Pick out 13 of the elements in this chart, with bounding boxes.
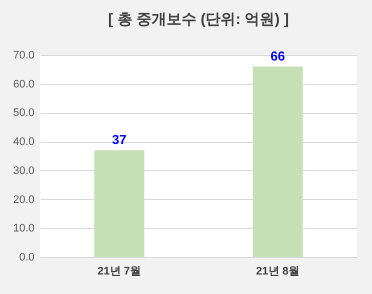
x-tick-label: 21년 8월	[256, 266, 300, 278]
x-tick-label: 21년 7월	[98, 266, 141, 278]
y-tick-label: 10.0	[13, 222, 34, 235]
chart-title: [ 총 중개보수 (단위: 억원) ]	[108, 11, 289, 28]
y-tick-label: 30.0	[13, 164, 34, 177]
y-tick-label: 50.0	[13, 107, 34, 120]
y-tick-label: 60.0	[13, 78, 34, 90]
y-tick-label: 0.0	[19, 252, 34, 264]
data-label: 66	[270, 48, 285, 64]
y-tick-label: 70.0	[13, 50, 34, 62]
y-tick-label: 40.0	[13, 136, 34, 148]
data-label: 37	[112, 132, 126, 148]
y-tick-label: 20.0	[13, 194, 34, 206]
